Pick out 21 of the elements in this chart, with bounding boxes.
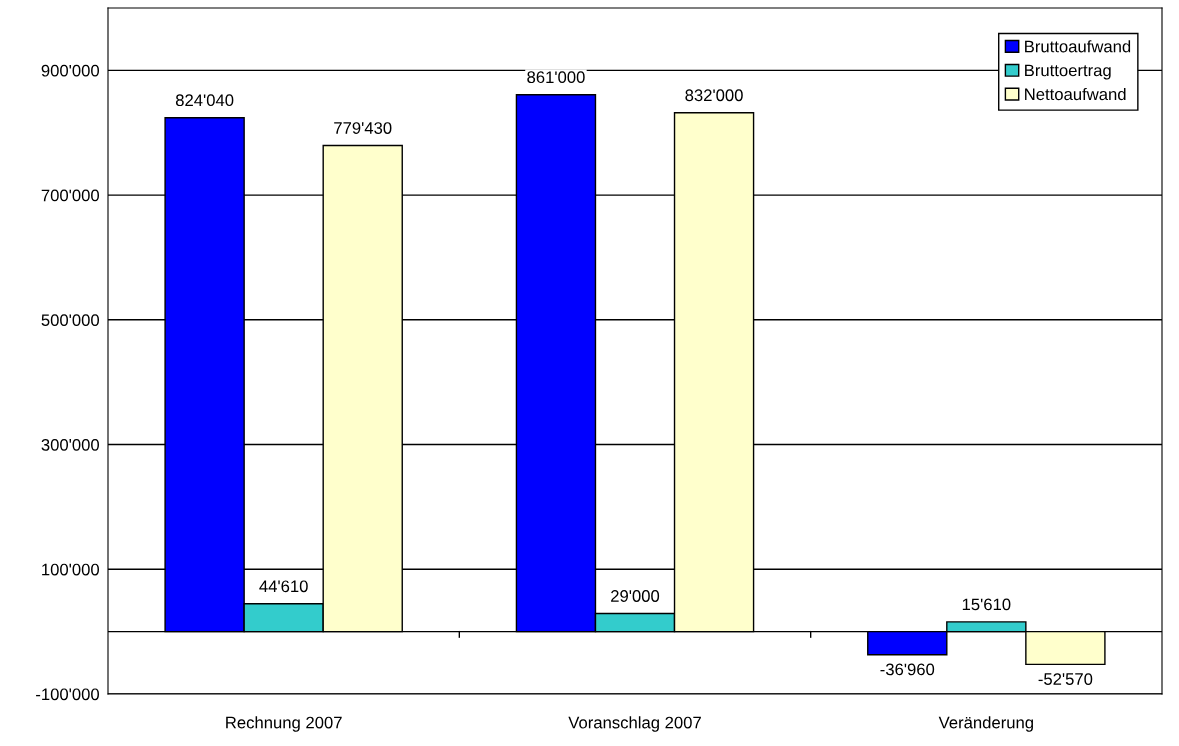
- data-label: 29'000: [611, 590, 660, 602]
- x-tick-label: Veränderung: [938, 716, 1033, 732]
- y-tick-label: 100'000: [42, 563, 100, 576]
- y-tick-label: -100'000: [36, 688, 100, 701]
- x-tick-label: Voranschlag 2007: [568, 716, 701, 732]
- legend-label: Bruttoertrag: [1025, 64, 1111, 80]
- y-tick-label: 500'000: [41, 314, 100, 327]
- data-label: 832'000: [685, 89, 743, 102]
- data-label: -36'960: [880, 663, 935, 676]
- x-tick-label: Rechnung 2007: [226, 716, 342, 732]
- y-tick-label: 900'000: [41, 64, 100, 77]
- data-label: 861'000: [527, 71, 585, 84]
- legend-label: Nettoaufwand: [1025, 87, 1126, 101]
- legend-label: Bruttoaufwand: [1025, 40, 1131, 53]
- y-tick-label: 300'000: [41, 438, 100, 451]
- data-label: 824'040: [175, 94, 234, 107]
- y-tick-label: 700'000: [41, 189, 100, 202]
- data-label: -52'570: [1038, 673, 1093, 685]
- data-label: 779'430: [334, 122, 392, 134]
- data-label: 15'610: [962, 598, 1011, 611]
- data-label: 44'610: [259, 580, 308, 593]
